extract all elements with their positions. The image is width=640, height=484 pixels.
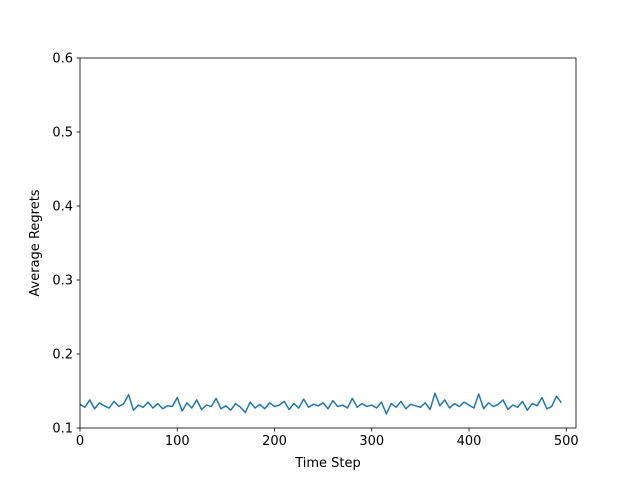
- y-tick-label: 0.5: [52, 126, 73, 141]
- x-tick-label: 300: [359, 434, 384, 449]
- x-tick-label: 400: [457, 434, 482, 449]
- y-tick-label: 0.1: [52, 422, 73, 437]
- axes-frame: [79, 57, 577, 429]
- x-tick-label: 200: [262, 434, 287, 449]
- data-line: [79, 392, 563, 415]
- x-tick-label: 0: [76, 434, 84, 449]
- x-axis-label: Time Step: [294, 456, 361, 471]
- x-tick-label: 100: [165, 434, 190, 449]
- x-tick-label: 500: [554, 434, 579, 449]
- y-tick-label: 0.3: [52, 274, 73, 289]
- y-tick-label: 0.4: [52, 200, 73, 215]
- y-axis-label: Average Regrets: [28, 189, 43, 296]
- y-tick-label: 0.2: [52, 348, 73, 363]
- y-tick-label: 0.6: [52, 52, 73, 67]
